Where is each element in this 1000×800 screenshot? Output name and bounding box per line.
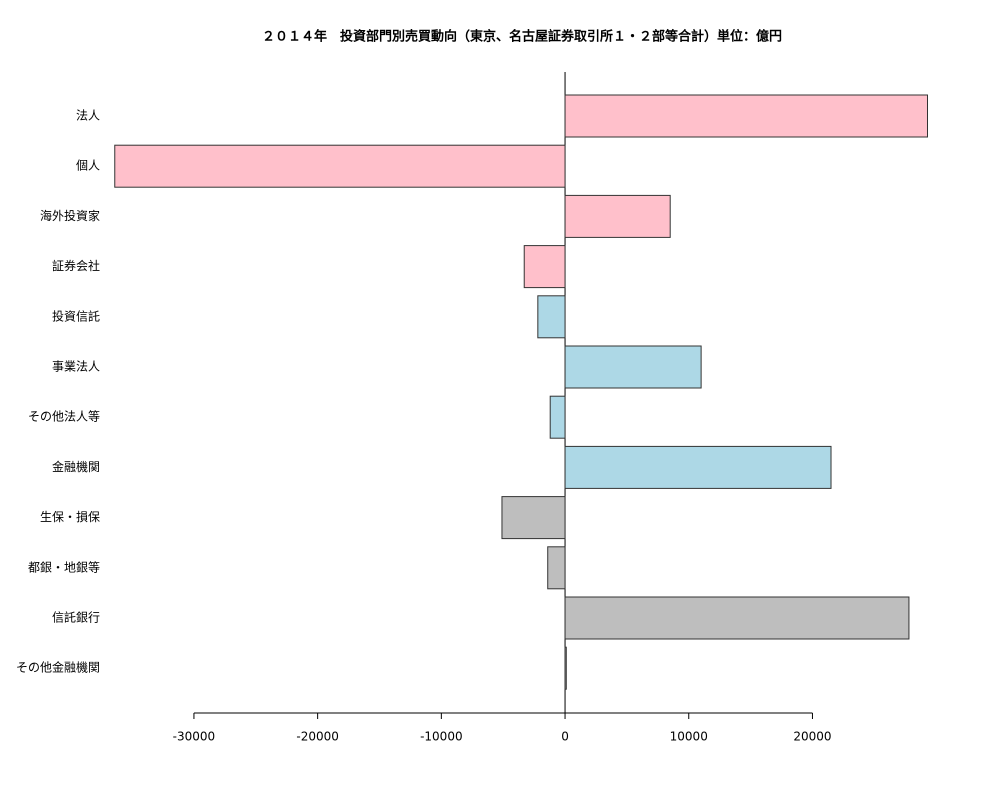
x-tick-label: 10000 [670,730,708,744]
bar [564,445,832,489]
bar [114,144,566,188]
chart-title: ２０１４年 投資部門別売買動向（東京、名古屋証券取引所１・２部等合計）単位：億円 [262,29,782,45]
x-tick-label: 0 [561,730,569,744]
y-tick-label: 事業法人 [52,360,100,374]
y-tick-label: 信託銀行 [52,610,100,625]
bar [564,596,910,640]
x-tick-label: -20000 [296,730,339,744]
x-tick-label: 20000 [793,730,831,744]
bar [537,295,566,339]
bar [564,94,928,138]
y-tick-label: 個人 [76,159,100,173]
bar [564,646,567,690]
x-tick-label: -10000 [420,730,463,744]
y-tick-label: その他法人等 [28,410,100,424]
bar [564,194,671,238]
x-tick-label: -30000 [173,730,216,744]
y-tick-label: 法人 [76,109,100,123]
bar [547,546,566,590]
y-tick-label: 海外投資家 [40,208,100,223]
y-tick-label: 生保・損保 [40,509,100,524]
y-tick-label: 都銀・地銀等 [28,560,100,574]
y-tick-label: 証券会社 [52,258,100,273]
bar [564,345,702,389]
bar [501,496,566,540]
y-tick-label: その他金融機関 [16,660,100,675]
bar [549,395,566,439]
bar [523,245,566,289]
y-tick-label: 金融機関 [52,459,100,474]
y-tick-label: 投資信託 [52,308,100,323]
